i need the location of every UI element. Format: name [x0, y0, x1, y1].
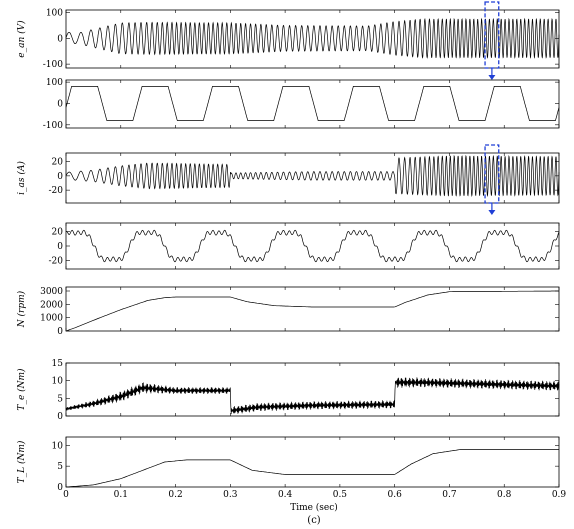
y-tick-label: 0	[57, 483, 63, 493]
y-axis-label: T_L (Nm)	[16, 440, 27, 483]
series-trace	[65, 377, 560, 415]
y-tick-label: 20	[52, 158, 64, 168]
series-trace	[65, 449, 559, 488]
y-tick-label: 20	[52, 228, 64, 238]
series-trace	[65, 154, 560, 198]
series-trace	[65, 86, 560, 121]
x-tick-label: 0.7	[442, 490, 457, 500]
y-tick-label: 0	[57, 327, 63, 337]
x-tick-label: 0.1	[114, 490, 128, 500]
x-tick-label: 0.2	[168, 490, 182, 500]
y-tick-label: 10	[52, 441, 64, 451]
y-tick-label: 0	[57, 242, 63, 252]
y-tick-label: 5	[57, 462, 63, 472]
y-tick-label: 0	[57, 99, 63, 109]
plot-frame	[65, 286, 560, 332]
x-tick-label: 0.3	[223, 490, 238, 500]
y-axis-label: N (rpm)	[16, 290, 27, 328]
panel-6: 15 10 5 0 T_e (Nm)	[16, 359, 560, 422]
x-tick-label: 0.4	[278, 490, 293, 500]
zoom-arrow-head	[488, 210, 496, 215]
y-axis-label: T_e (Nm)	[16, 368, 27, 411]
y-axis-label: e_an (V)	[16, 20, 27, 58]
panel-1: 100 0 -100 e_an (V)	[16, 1, 560, 80]
y-tick-label: 100	[46, 78, 63, 88]
plot-frame	[65, 79, 560, 129]
x-tick-label: 0.8	[497, 490, 512, 500]
panel-4: 20 0 -20	[49, 222, 560, 270]
x-tick-label: 0.9	[552, 490, 567, 500]
y-tick-label: -20	[49, 186, 64, 196]
y-tick-label: 1000	[40, 314, 63, 324]
panel-7: 10 5 0 T_L (Nm) 0 0.1 0.2 0.3 0.4 0.5 0.6 0.7 0.8 0.9	[16, 436, 567, 500]
x-tick-label: 0	[63, 490, 69, 500]
y-tick-label: -20	[49, 256, 64, 266]
y-tick-label: 0	[57, 412, 63, 422]
y-tick-label: 15	[52, 359, 64, 369]
y-tick-label: 100	[46, 9, 63, 19]
plot-frame	[65, 222, 560, 270]
series-trace	[65, 290, 559, 332]
x-tick-label: 0.5	[333, 490, 348, 500]
x-axis-label: Time (sec)	[290, 502, 338, 513]
y-tick-label: 0	[57, 172, 63, 182]
y-axis-label: i_as (A)	[16, 161, 27, 195]
x-tick-label: 0.6	[388, 490, 403, 500]
panel-5: 3000 2000 1000 0 N (rpm)	[16, 286, 560, 337]
y-tick-label: 3000	[40, 287, 63, 297]
figure-caption: (c)	[307, 515, 321, 526]
y-tick-label: 2000	[40, 300, 63, 310]
panel-2: 100 0 -100	[43, 78, 560, 131]
y-tick-label: -100	[43, 60, 63, 70]
y-tick-label: 0	[57, 34, 63, 44]
y-tick-label: -100	[43, 121, 63, 131]
zoom-arrow-head	[488, 75, 496, 80]
panel-3: 20 0 -20 i_as (A)	[16, 144, 560, 215]
plot-frame	[65, 436, 560, 488]
y-tick-label: 10	[52, 377, 64, 387]
series-trace	[65, 17, 560, 59]
series-trace	[65, 229, 560, 263]
plot-frame	[65, 362, 560, 417]
y-tick-label: 5	[57, 394, 63, 404]
